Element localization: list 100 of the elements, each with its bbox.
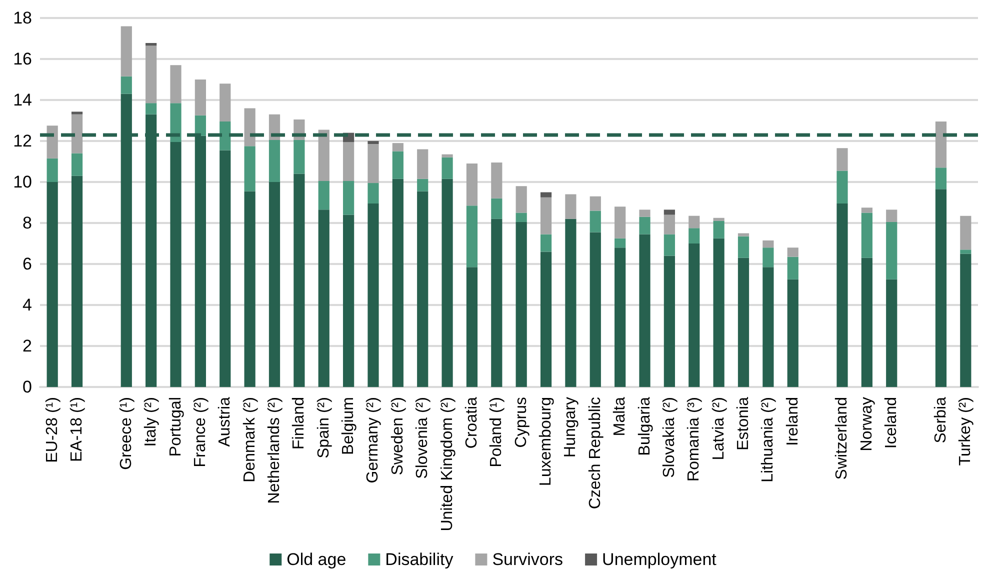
bar [886,222,898,280]
y-tick-label: 10 [13,172,32,192]
x-tick-label: Croatia [463,396,480,449]
bar [836,204,848,387]
x-tick-label: EA-18 (¹) [68,397,86,462]
bar [738,233,750,236]
x-tick-label: United Kingdom (²) [438,397,456,532]
bar [194,80,206,116]
bar [713,218,724,221]
bar [639,234,650,387]
x-tick-label: Malta [612,396,629,436]
bar [540,192,552,198]
bar [516,222,527,387]
bar [688,228,700,244]
y-tick-label: 18 [13,8,32,28]
bar [590,196,601,211]
bar [935,122,947,168]
bar [540,197,552,234]
bar [146,43,157,46]
bar [170,65,182,104]
bar [170,142,182,387]
x-tick-label: Germany (²) [364,397,382,484]
x-tick-label: Hungary [562,397,580,458]
bar [590,210,601,232]
bar [71,114,83,154]
x-tick-label: Slovenia (²) [414,397,432,479]
bar [244,191,256,387]
bar [639,216,650,234]
x-tick-label: Denmark (²) [241,397,258,482]
bar [368,183,379,204]
y-tick-label: 0 [22,378,32,396]
x-tick-label: Iceland [883,397,900,449]
bar [294,140,305,174]
bar [46,158,58,182]
bar [120,26,132,76]
x-tick-label: Czech Republic [586,397,604,510]
bar [886,210,898,222]
x-tick-label: Italy (²) [142,397,160,447]
bar [466,267,478,387]
bar [417,178,428,192]
y-tick-label: 16 [13,50,32,68]
bar [960,250,972,254]
bar [688,244,700,387]
bar [392,151,404,179]
x-tick-label: Bulgaria [636,396,654,456]
x-tick-label: Netherlands (²) [266,397,283,504]
bar [442,157,453,179]
bar [194,115,206,136]
bar [392,143,404,152]
bar [491,198,502,219]
x-tick-label: Portugal [167,397,184,457]
y-tick-label: 8 [22,214,32,232]
bar [516,212,527,222]
bar [565,218,576,387]
bar [318,180,330,210]
y-tick-label: 12 [13,132,32,150]
bar [417,191,428,387]
bar [787,248,798,257]
x-tick-label: Luxembourg [538,397,555,486]
bar [442,154,453,158]
x-tick-label: Switzerland [834,397,851,480]
bar [318,210,330,387]
x-tick-label: Ireland [784,397,802,446]
x-tick-label: Poland (¹) [488,397,506,468]
x-tick-label: Sweden (²) [389,397,406,476]
bar [220,122,231,150]
bar [417,149,428,179]
bar [343,214,354,387]
bar [787,256,798,280]
bar [861,212,872,258]
bar [960,216,972,250]
x-tick-label: Belgium [340,397,358,455]
x-tick-label: Cyprus [512,397,530,448]
bar [836,170,848,204]
x-tick-label: Finland [290,397,308,450]
bar [368,204,379,387]
bar [614,206,626,238]
bar [590,232,601,387]
x-tick-label: Norway [858,397,876,452]
bar [294,174,305,387]
bar [120,76,132,94]
bar [935,189,947,387]
x-tick-label: Turkey (²) [957,397,974,466]
bar [639,210,650,217]
bar [392,178,404,387]
bar [244,108,256,146]
bar [268,140,280,182]
x-tick-label: Lithuania (²) [760,397,777,482]
bar [466,164,478,206]
bar [71,112,83,114]
bar [688,216,700,228]
bar [442,178,453,387]
x-tick-label: Austria [216,396,234,447]
x-tick-label: Slovakia (²) [660,397,678,478]
x-tick-label: Serbia [932,396,950,444]
bar [466,206,478,268]
bar [861,208,872,213]
bar [664,210,675,215]
x-tick-label: France (²) [192,397,209,468]
bar [614,238,626,248]
